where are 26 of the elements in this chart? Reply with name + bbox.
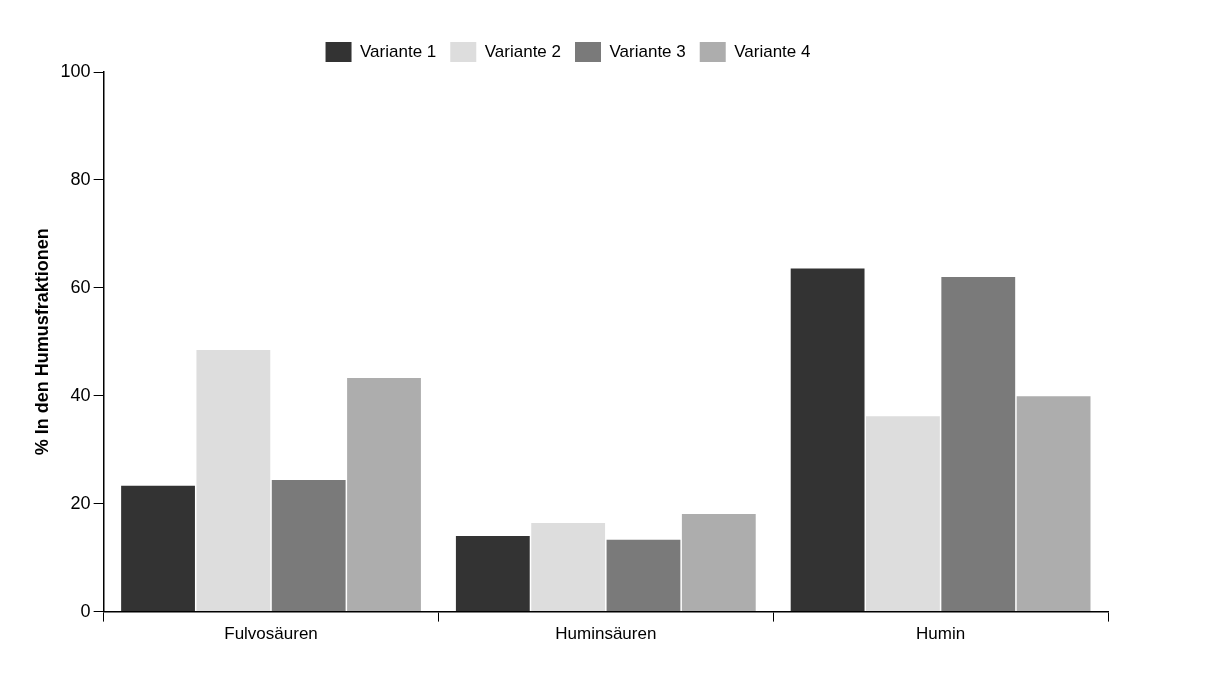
- bar: [866, 416, 940, 612]
- y-tick-label: 40: [70, 384, 91, 405]
- y-tick-label: 0: [80, 600, 91, 621]
- bar: [790, 268, 865, 612]
- bar: [531, 523, 606, 612]
- bar: [271, 479, 346, 612]
- y-axis-title: % In den Humusfraktionen: [31, 228, 52, 456]
- legend-label: Variante 1: [360, 41, 437, 61]
- y-tick-label: 80: [70, 168, 91, 189]
- bar: [1016, 396, 1091, 612]
- bar: [196, 349, 271, 612]
- bar: [121, 485, 195, 612]
- bar: [606, 539, 681, 612]
- y-tick-label: 20: [70, 492, 91, 513]
- bar: [455, 536, 530, 612]
- legend-label: Variante 2: [484, 41, 561, 61]
- bar: [941, 277, 1016, 612]
- legend-label: Variante 3: [609, 41, 686, 61]
- bar: [347, 377, 421, 612]
- bar: [681, 513, 756, 612]
- x-tick-label: Fulvosäuren: [224, 624, 318, 644]
- y-tick-label: 100: [60, 60, 91, 81]
- y-tick-label: 60: [70, 276, 91, 297]
- legend-label: Variante 4: [734, 41, 811, 61]
- x-tick-label: Huminsäuren: [555, 624, 657, 644]
- x-tick-label: Humin: [916, 624, 966, 644]
